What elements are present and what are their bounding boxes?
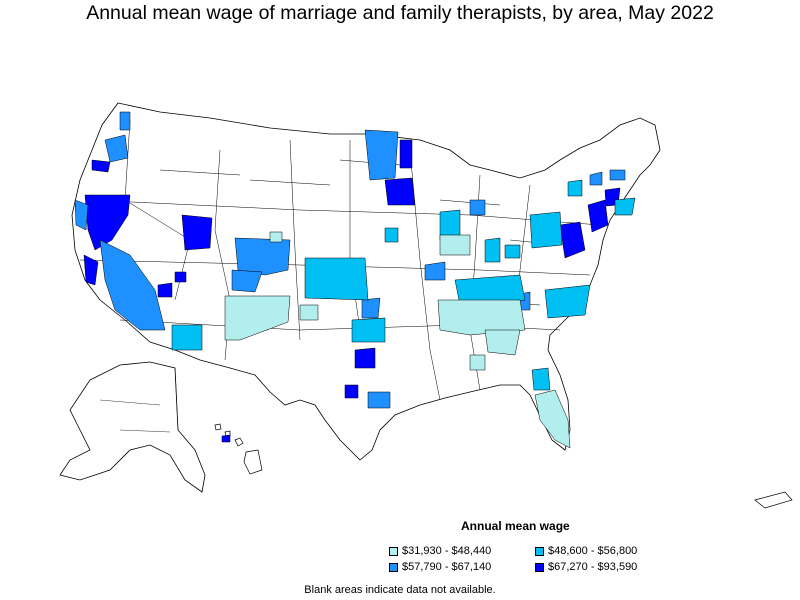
alaska-outline bbox=[59, 361, 206, 493]
hawaii-islands bbox=[214, 423, 263, 475]
legend-swatch-3 bbox=[389, 562, 398, 572]
hawaii-oahu bbox=[221, 434, 231, 443]
note-text: Blank areas indicate data not available. bbox=[304, 584, 496, 596]
puerto-rico bbox=[754, 491, 793, 509]
legend-item-4: $67,270 - $93,590 bbox=[535, 561, 637, 573]
tier-57790-67140 bbox=[74, 111, 626, 409]
legend-label-4: $67,270 - $93,590 bbox=[548, 561, 638, 573]
legend-label-3: $57,790 - $67,140 bbox=[402, 561, 492, 573]
legend-swatch-1 bbox=[389, 546, 398, 556]
tier-31930-48440 bbox=[224, 231, 571, 449]
legend-item-3: $57,790 - $67,140 bbox=[389, 561, 491, 573]
alaska-boundaries bbox=[99, 367, 179, 433]
tier-67270-93590 bbox=[83, 139, 621, 399]
legend-label-1: $31,930 - $48,440 bbox=[402, 545, 492, 557]
legend-item-1: $31,930 - $48,440 bbox=[389, 545, 491, 557]
legend-item-2: $48,600 - $56,800 bbox=[535, 545, 637, 557]
legend-label-2: $48,600 - $56,800 bbox=[548, 545, 638, 557]
data-availability-note: Blank areas indicate data not available. bbox=[0, 584, 800, 596]
legend: $31,930 - $48,440 $48,600 - $56,800 $57,… bbox=[389, 545, 689, 577]
legend-swatch-4 bbox=[535, 562, 544, 572]
legend-title: Annual mean wage bbox=[461, 519, 570, 533]
map-title: Annual mean wage of marriage and family … bbox=[86, 2, 714, 24]
legend-swatch-2 bbox=[535, 546, 544, 556]
